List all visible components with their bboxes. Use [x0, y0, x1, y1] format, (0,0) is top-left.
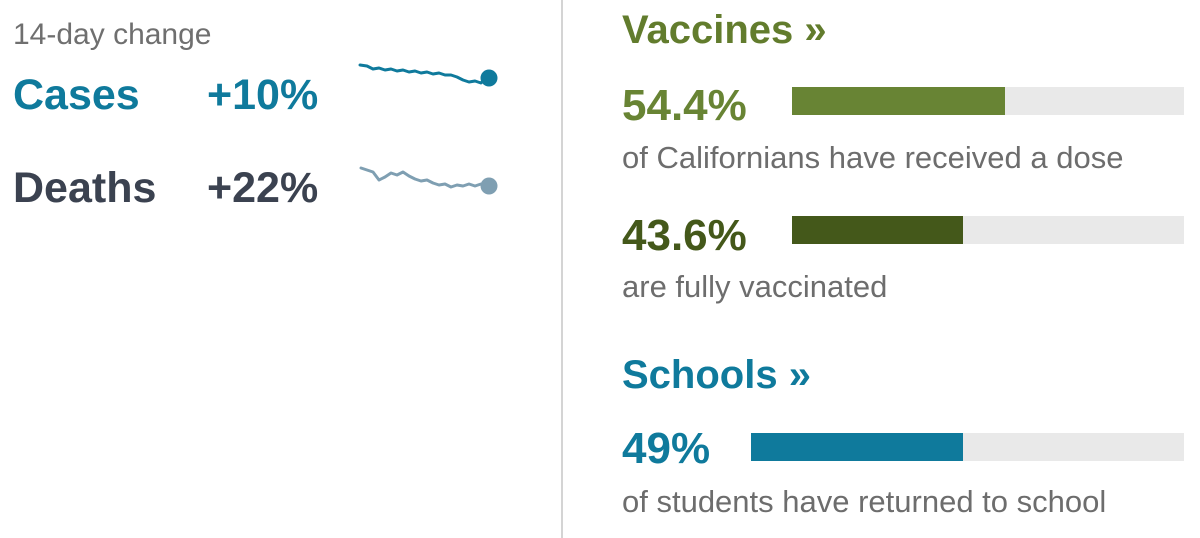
vaccines-link[interactable]: Vaccines » — [622, 8, 827, 52]
schools-link[interactable]: Schools » — [622, 353, 811, 397]
change-period-label: 14-day change — [13, 18, 212, 51]
dose-percent: 54.4% — [622, 81, 747, 130]
fully-vaccinated-percent: 43.6% — [622, 211, 747, 260]
deaths-trend-endpoint — [480, 177, 498, 195]
fully-vaccinated-description: are fully vaccinated — [622, 269, 888, 304]
fully-vaccinated-progress-bar — [792, 216, 1184, 244]
section-divider — [561, 0, 563, 538]
schools-progress-bar — [751, 433, 1184, 461]
fully-vaccinated-progress-fill — [792, 216, 963, 244]
dose-description: of Californians have received a dose — [622, 140, 1124, 175]
deaths-trend-line — [359, 166, 491, 189]
cases-trend-endpoint — [480, 69, 498, 87]
dose-progress-bar — [792, 87, 1184, 115]
cases-sparkline — [358, 63, 498, 87]
cases-change-value: +10% — [207, 71, 319, 119]
dose-progress-fill — [792, 87, 1006, 115]
cases-label: Cases — [13, 71, 140, 119]
schools-returned-percent: 49% — [622, 424, 711, 473]
deaths-sparkline — [359, 166, 498, 195]
deaths-label: Deaths — [13, 164, 157, 212]
schools-description: of students have returned to school — [622, 484, 1107, 519]
cases-trend-line — [358, 63, 491, 85]
schools-progress-fill — [751, 433, 964, 461]
deaths-change-value: +22% — [207, 164, 319, 212]
